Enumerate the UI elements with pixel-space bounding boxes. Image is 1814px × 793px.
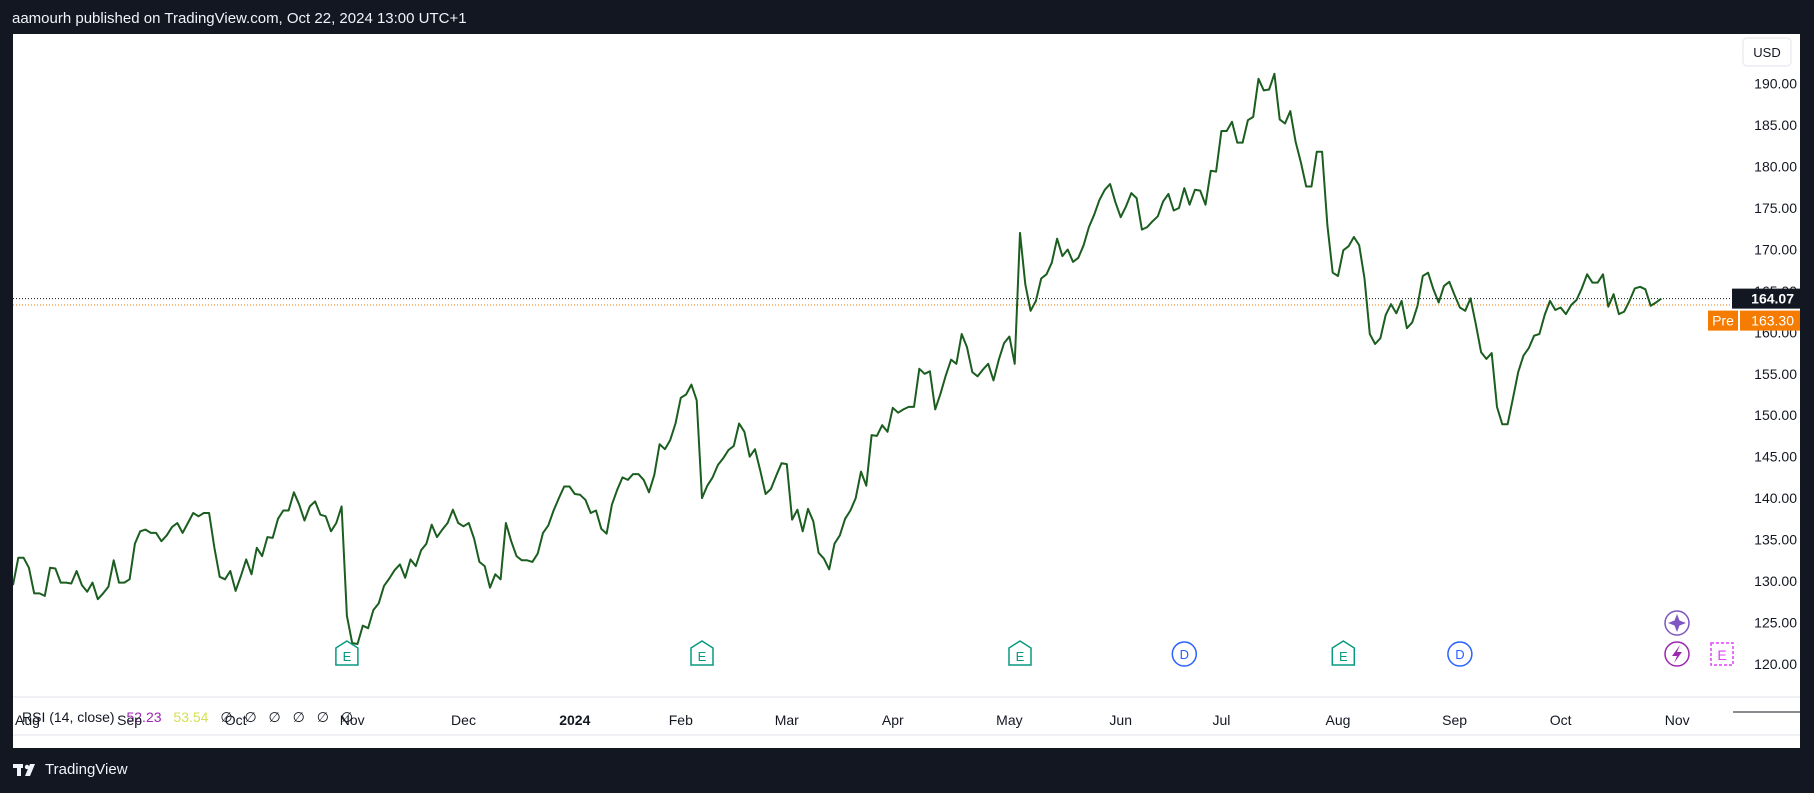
reference-lines (13, 298, 1732, 306)
y-tick-label: 125.00 (1754, 614, 1797, 630)
y-tick-label: 155.00 (1754, 366, 1797, 382)
y-tick-label: 150.00 (1754, 407, 1797, 423)
dividend-marker-letter: D (1180, 647, 1189, 662)
x-tick-label: Jun (1109, 712, 1132, 728)
rsi-empty-value-4: ∅ (293, 709, 305, 725)
lightning-glyph (1672, 645, 1682, 663)
y-tick-label: 190.00 (1754, 76, 1797, 92)
currency-button[interactable] (1742, 37, 1792, 67)
publish-header: aamourh published on TradingView.com, Oc… (12, 10, 467, 27)
y-tick-label: 175.00 (1754, 200, 1797, 216)
rsi-value-1: 52.23 (126, 709, 161, 725)
x-tick-label: Nov (1665, 712, 1690, 728)
rsi-label: RSI (14, close) (22, 709, 115, 725)
x-tick-label: Aug (15, 712, 40, 728)
earnings-marker-shape (690, 640, 714, 666)
lightning-event-icon[interactable] (1664, 641, 1690, 667)
pre-market-badge (1708, 310, 1738, 331)
rsi-legend[interactable]: RSI (14, close) 52.23 53.54 ∅ ∅ ∅ ∅ ∅ ∅ (22, 709, 353, 725)
pre-market-tag-label: Pre (1712, 313, 1734, 329)
upcoming-earnings-letter: E (1717, 647, 1726, 663)
earnings-marker-shape (335, 640, 359, 666)
rsi-empty-value-5: ∅ (317, 709, 329, 725)
dividend-marker[interactable]: D (1171, 641, 1198, 667)
x-tick-label: Mar (775, 712, 799, 728)
last-price-tag (1732, 288, 1800, 309)
dividend-marker-letter: D (1455, 647, 1464, 662)
rsi-empty-value-3: ∅ (269, 709, 281, 725)
earnings-marker[interactable]: E (335, 640, 359, 666)
y-tick-label: 130.00 (1754, 573, 1797, 589)
earnings-marker[interactable]: E (1331, 640, 1356, 666)
y-tick-label: 135.00 (1754, 532, 1797, 548)
rsi-value-2: 53.54 (173, 709, 208, 725)
earnings-marker-shape (1331, 640, 1356, 666)
rsi-empty-value-6: ∅ (341, 709, 353, 725)
rsi-empty-value-2: ∅ (244, 709, 256, 725)
x-tick-label: Jul (1212, 712, 1230, 728)
x-tick-label: May (996, 712, 1022, 728)
last-price-value: 164.07 (1751, 291, 1794, 307)
earnings-marker-letter: E (698, 649, 707, 664)
footer: TradingView (13, 761, 128, 778)
x-tick-label: Dec (451, 712, 476, 728)
time-axis[interactable]: Aug Sep Oct Nov Dec 2024 Feb Mar Apr May Jun Jul Aug… (13, 711, 1800, 736)
x-tick-label: Apr (882, 712, 904, 728)
x-tick-label: Feb (669, 712, 693, 728)
y-tick-label: 185.00 (1754, 117, 1797, 133)
price-tags: 164.07 Pre 163.30 (1708, 288, 1800, 331)
earnings-marker-letter: E (1016, 649, 1025, 664)
y-tick-label: 145.00 (1754, 449, 1797, 465)
price-line (13, 72, 1662, 645)
y-tick-label: 180.00 (1754, 159, 1797, 175)
x-tick-label: Sep (117, 712, 142, 728)
earnings-marker-letter: E (343, 649, 352, 664)
earnings-marker-letter: E (1339, 649, 1348, 664)
x-tick-label: 2024 (559, 712, 590, 728)
x-tick-label: Sep (1442, 712, 1467, 728)
pre-market-tag (1740, 310, 1800, 331)
earnings-marker[interactable]: E (690, 640, 714, 666)
earnings-marker[interactable]: E (1008, 640, 1032, 666)
rsi-pane[interactable]: RSI (14, close) 52.23 53.54 ∅ ∅ ∅ ∅ ∅ ∅ (13, 696, 1800, 725)
x-tick-label: Oct (225, 712, 247, 728)
x-tick-label: Oct (1550, 712, 1572, 728)
currency-label: USD (1753, 45, 1780, 60)
upcoming-earnings-icon[interactable]: E (1710, 642, 1734, 666)
price-axis[interactable]: USD 120.00 125.00 130.00 135.00 140.00 145.00… (1742, 37, 1797, 672)
chart-frame[interactable]: E E E D E D E USD 120.00 125.00 130.00 135.00 140.… (13, 34, 1800, 748)
price-series (13, 72, 1662, 645)
sparkle-event-icon[interactable] (1664, 610, 1690, 636)
sparkle-glyph (1668, 614, 1686, 632)
x-tick-label: Nov (340, 712, 365, 728)
dividend-marker[interactable]: D (1447, 641, 1473, 667)
price-chart[interactable]: E E E D E D E USD 120.00 125.00 130.00 135.00 140.… (13, 34, 1800, 748)
dividend-marker-shape (1171, 641, 1198, 667)
x-tick-label: Aug (1326, 712, 1351, 728)
rsi-empty-value-1: ∅ (220, 709, 232, 725)
y-tick-label: 140.00 (1754, 490, 1797, 506)
tradingview-logo-icon (13, 763, 39, 777)
earnings-marker-shape (1008, 640, 1032, 666)
dividend-marker-shape (1447, 641, 1473, 667)
pre-market-value: 163.30 (1751, 313, 1794, 329)
tradingview-brand: TradingView (45, 761, 128, 778)
y-tick-label: 170.00 (1754, 241, 1797, 257)
y-tick-label: 120.00 (1754, 656, 1797, 672)
upcoming-earnings-box (1710, 642, 1734, 666)
